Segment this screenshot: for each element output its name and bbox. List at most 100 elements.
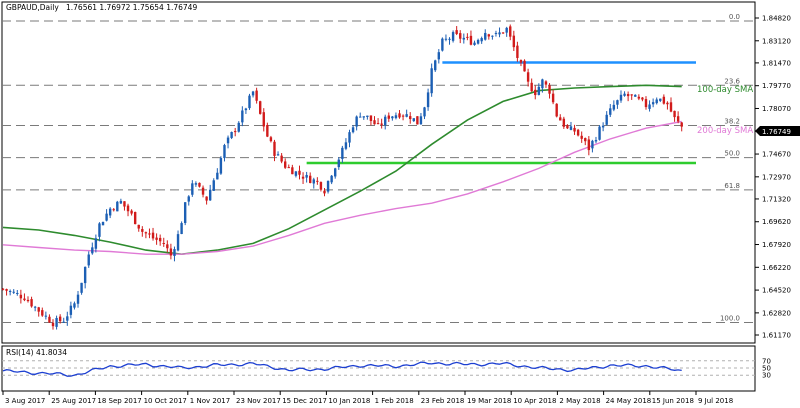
candle-body — [201, 187, 205, 195]
candle-body — [412, 118, 415, 122]
candle-body — [491, 35, 494, 37]
candlesticks — [1, 24, 683, 330]
candle-body — [401, 115, 405, 117]
time-tick-label: 15 Jun 2018 — [652, 397, 694, 405]
support-resistance-lines — [306, 61, 696, 165]
candle-body — [309, 175, 312, 183]
time-tick-label: 2 May 2018 — [559, 397, 600, 405]
candle-body — [626, 94, 630, 97]
candle-body — [330, 175, 333, 183]
candle-body — [141, 229, 144, 232]
candle-body — [469, 35, 473, 45]
candle-body — [451, 32, 455, 41]
candle-body — [669, 102, 673, 112]
candle-body — [198, 182, 201, 187]
candle-body — [376, 123, 380, 125]
candle-body — [609, 108, 612, 115]
candle-body — [391, 116, 394, 119]
candle-body — [80, 282, 83, 293]
candle-body — [587, 139, 591, 151]
time-tick-label: 9 Jul 2018 — [698, 397, 733, 405]
rsi-title: RSI(14) 41.8034 — [6, 348, 67, 357]
fibonacci-levels: 0.0 23.6 38.2 50.0 61.8 100.0 — [2, 13, 755, 324]
candle-body — [530, 82, 533, 92]
candle-body — [341, 147, 344, 159]
candle-body — [526, 72, 530, 82]
candle-body — [641, 97, 644, 100]
time-tick-label: 24 May 2018 — [606, 397, 652, 405]
candle-body — [326, 180, 330, 192]
candle-body — [509, 26, 512, 37]
price-axis: 1.848201.831201.814701.797701.780701.763… — [755, 15, 791, 339]
candle-body — [30, 299, 33, 307]
candle-body — [44, 315, 48, 317]
candle-body — [226, 137, 230, 144]
candle-body — [83, 266, 87, 284]
candle-body — [434, 60, 437, 71]
candle-body — [151, 232, 155, 239]
candle-body — [208, 189, 212, 201]
candle-body — [598, 126, 601, 140]
rsi-line — [2, 361, 682, 377]
candle-body — [337, 159, 340, 168]
candle-body — [562, 118, 566, 127]
candle-body — [166, 244, 169, 249]
candle-body — [634, 94, 637, 97]
price-tick-label: 1.64520 — [762, 287, 791, 295]
candle-body — [51, 322, 55, 327]
candle-body — [287, 167, 290, 169]
candle-body — [255, 90, 258, 101]
candle-body — [76, 294, 80, 304]
candle-body — [37, 307, 40, 312]
candle-body — [505, 27, 508, 33]
candle-body — [8, 290, 12, 292]
price-tick-label: 1.72970 — [762, 173, 791, 181]
candle-body — [23, 298, 26, 301]
price-tick-label: 1.74670 — [762, 151, 791, 159]
candle-body — [548, 85, 551, 94]
candle-body — [426, 92, 430, 108]
candle-body — [662, 96, 666, 104]
candle-body — [162, 243, 165, 245]
candle-body — [534, 89, 537, 96]
time-tick-label: 10 Jan 2018 — [328, 397, 370, 405]
candle-body — [133, 212, 137, 225]
candle-body — [12, 291, 15, 293]
price-tick-label: 1.81470 — [762, 59, 791, 67]
candle-body — [387, 115, 390, 119]
candle-body — [112, 209, 115, 211]
candle-body — [94, 238, 98, 249]
candle-body — [541, 79, 544, 89]
candle-body — [355, 116, 358, 127]
ohlc-values: 1.76561 1.76972 1.75654 1.76749 — [66, 3, 197, 12]
candle-body — [544, 81, 548, 85]
candle-body — [233, 131, 237, 133]
candle-body — [559, 117, 562, 121]
candle-body — [576, 129, 580, 136]
price-tick-label: 1.67920 — [762, 241, 791, 249]
price-tick-label: 1.83120 — [762, 37, 791, 45]
candle-body — [280, 155, 283, 162]
time-tick-label: 18 Sep 2017 — [97, 397, 141, 405]
candle-body — [55, 317, 58, 327]
candle-body — [659, 98, 662, 101]
candle-body — [1, 288, 5, 290]
candle-body — [108, 208, 112, 216]
candle-body — [69, 305, 73, 315]
candle-body — [676, 116, 680, 122]
candle-body — [405, 114, 408, 117]
candle-body — [273, 141, 276, 156]
price-tick-label: 1.62820 — [762, 309, 791, 317]
candle-body — [334, 168, 337, 177]
candle-body — [394, 115, 398, 119]
symbol-label: GBPAUD,Daily — [6, 3, 59, 12]
candle-body — [448, 38, 451, 40]
candle-body — [359, 116, 362, 118]
time-tick-label: 23 Nov 2017 — [236, 397, 281, 405]
candle-body — [584, 138, 587, 142]
candle-body — [323, 190, 326, 194]
candle-body — [348, 132, 351, 143]
time-tick-label: 25 Aug 2017 — [51, 397, 96, 405]
rsi-tick-label: 30 — [762, 372, 771, 380]
fib-level-label: 38.2 — [724, 117, 740, 125]
